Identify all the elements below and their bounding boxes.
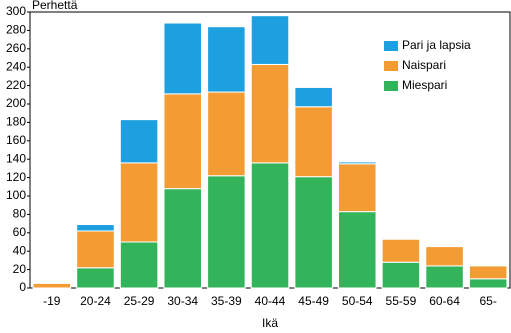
y-axis-label: Perhettä — [32, 0, 78, 12]
y-tick-label: 260 — [6, 41, 26, 55]
y-tick-label: 200 — [6, 96, 26, 110]
bar-segment — [250, 63, 290, 164]
x-tick-label: 50-54 — [342, 294, 373, 308]
legend-label: Pari ja lapsia — [402, 38, 471, 52]
y-tick-label: 120 — [6, 170, 26, 184]
bar-segment — [119, 162, 159, 243]
y-tick-label: 300 — [6, 4, 26, 18]
bar-segment — [338, 161, 377, 165]
bar-segment — [207, 91, 246, 177]
x-axis-label: Ikä — [262, 316, 278, 330]
bar-segment — [294, 106, 333, 178]
bar-segment — [163, 93, 202, 190]
x-tick-label: 45-49 — [298, 294, 329, 308]
bar-segment — [76, 267, 115, 289]
legend-label: Miespari — [402, 78, 447, 92]
bar-segment — [425, 265, 464, 289]
bar-segment — [294, 86, 333, 108]
x-tick-label: 65- — [480, 294, 497, 308]
x-tick-label: 60-64 — [429, 294, 460, 308]
y-tick-label: 140 — [6, 151, 26, 165]
y-tick-label: 100 — [6, 188, 26, 202]
bar-segment — [468, 278, 508, 289]
x-tick-label: 20-24 — [80, 294, 111, 308]
y-tick-label: 280 — [6, 23, 26, 37]
bar-segment — [381, 238, 421, 263]
y-tick-label: 40 — [13, 243, 27, 257]
bar-segment — [76, 224, 115, 232]
y-tick-label: 0 — [19, 280, 26, 294]
bar-segment — [250, 15, 290, 65]
legend-swatch — [384, 81, 398, 91]
y-tick-label: 240 — [6, 59, 26, 73]
bar-segment — [119, 241, 159, 289]
bar-segment — [294, 176, 333, 289]
x-tick-label: 40-44 — [255, 294, 286, 308]
bar-segment — [119, 119, 159, 164]
bar-segment — [425, 246, 464, 267]
x-tick-label: -19 — [43, 294, 61, 308]
y-tick-label: 20 — [13, 262, 27, 276]
x-tick-label: 55-59 — [386, 294, 417, 308]
legend-swatch — [384, 61, 398, 71]
x-tick-label: 30-34 — [167, 294, 198, 308]
legend-swatch — [384, 41, 398, 51]
y-tick-label: 180 — [6, 115, 26, 129]
bar-segment — [468, 265, 508, 280]
bar-segment — [76, 230, 115, 269]
bar-segment — [381, 261, 421, 289]
bar-segment — [338, 163, 377, 213]
bar-segment — [207, 175, 246, 289]
bar-segment — [250, 162, 290, 289]
bar-segment — [163, 22, 202, 95]
x-tick-label: 35-39 — [211, 294, 242, 308]
y-tick-label: 160 — [6, 133, 26, 147]
y-tick-label: 220 — [6, 78, 26, 92]
x-tick-label: 25-29 — [124, 294, 155, 308]
bar-segment — [338, 211, 377, 289]
bar-segment — [163, 188, 202, 289]
legend-label: Naispari — [402, 58, 446, 72]
y-tick-label: 60 — [13, 225, 27, 239]
bar-segment — [207, 26, 246, 93]
bar-segment — [32, 282, 72, 289]
y-tick-label: 80 — [13, 207, 27, 221]
